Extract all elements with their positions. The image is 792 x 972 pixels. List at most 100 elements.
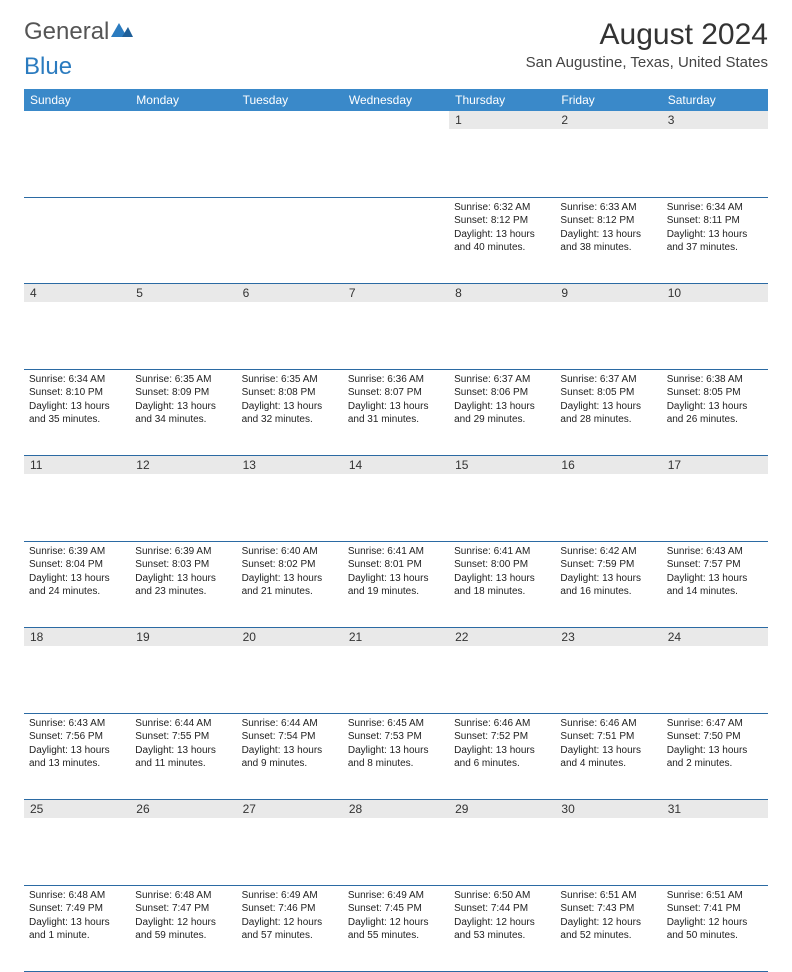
sunrise-line: Sunrise: 6:36 AM bbox=[348, 373, 444, 387]
daylight-line: Daylight: 13 hours and 31 minutes. bbox=[348, 400, 444, 427]
daylight-line: Daylight: 13 hours and 35 minutes. bbox=[29, 400, 125, 427]
day-cell: Sunrise: 6:35 AMSunset: 8:09 PMDaylight:… bbox=[130, 369, 236, 455]
day-cell bbox=[24, 197, 130, 283]
day-number-cell: 13 bbox=[237, 455, 343, 541]
sunrise-line: Sunrise: 6:41 AM bbox=[454, 545, 550, 559]
day-number-cell: 18 bbox=[24, 627, 130, 713]
sunrise-line: Sunrise: 6:43 AM bbox=[667, 545, 763, 559]
sunset-line: Sunset: 7:54 PM bbox=[242, 730, 338, 744]
sunset-line: Sunset: 8:06 PM bbox=[454, 386, 550, 400]
daylight-line: Daylight: 13 hours and 8 minutes. bbox=[348, 744, 444, 771]
day-number-cell: 27 bbox=[237, 799, 343, 885]
day-number-cell: 11 bbox=[24, 455, 130, 541]
day-cell: Sunrise: 6:41 AMSunset: 8:00 PMDaylight:… bbox=[449, 541, 555, 627]
daylight-line: Daylight: 12 hours and 59 minutes. bbox=[135, 916, 231, 943]
daylight-line: Daylight: 13 hours and 28 minutes. bbox=[560, 400, 656, 427]
sunrise-line: Sunrise: 6:46 AM bbox=[560, 717, 656, 731]
sunset-line: Sunset: 8:07 PM bbox=[348, 386, 444, 400]
sunrise-line: Sunrise: 6:49 AM bbox=[348, 889, 444, 903]
day-cell: Sunrise: 6:48 AMSunset: 7:49 PMDaylight:… bbox=[24, 885, 130, 971]
day-cell: Sunrise: 6:33 AMSunset: 8:12 PMDaylight:… bbox=[555, 197, 661, 283]
day-cell: Sunrise: 6:39 AMSunset: 8:03 PMDaylight:… bbox=[130, 541, 236, 627]
sunrise-line: Sunrise: 6:44 AM bbox=[135, 717, 231, 731]
sunrise-line: Sunrise: 6:38 AM bbox=[667, 373, 763, 387]
weekday-header: Sunday bbox=[24, 89, 130, 111]
day-number-cell: 31 bbox=[662, 799, 768, 885]
week-row: Sunrise: 6:34 AMSunset: 8:10 PMDaylight:… bbox=[24, 369, 768, 455]
daylight-line: Daylight: 13 hours and 9 minutes. bbox=[242, 744, 338, 771]
month-title: August 2024 bbox=[526, 18, 768, 52]
day-number-cell: 30 bbox=[555, 799, 661, 885]
sunrise-line: Sunrise: 6:45 AM bbox=[348, 717, 444, 731]
week-row: Sunrise: 6:39 AMSunset: 8:04 PMDaylight:… bbox=[24, 541, 768, 627]
logo: General bbox=[24, 18, 134, 46]
sunrise-line: Sunrise: 6:48 AM bbox=[135, 889, 231, 903]
sunset-line: Sunset: 7:57 PM bbox=[667, 558, 763, 572]
daylight-line: Daylight: 13 hours and 38 minutes. bbox=[560, 228, 656, 255]
sunrise-line: Sunrise: 6:46 AM bbox=[454, 717, 550, 731]
daylight-line: Daylight: 13 hours and 2 minutes. bbox=[667, 744, 763, 771]
daylight-line: Daylight: 13 hours and 11 minutes. bbox=[135, 744, 231, 771]
day-number-cell: 26 bbox=[130, 799, 236, 885]
day-number-cell: 15 bbox=[449, 455, 555, 541]
day-number-cell: 20 bbox=[237, 627, 343, 713]
sunrise-line: Sunrise: 6:35 AM bbox=[242, 373, 338, 387]
day-cell: Sunrise: 6:36 AMSunset: 8:07 PMDaylight:… bbox=[343, 369, 449, 455]
sunrise-line: Sunrise: 6:35 AM bbox=[135, 373, 231, 387]
daynum-row: 11121314151617 bbox=[24, 455, 768, 541]
day-cell: Sunrise: 6:43 AMSunset: 7:57 PMDaylight:… bbox=[662, 541, 768, 627]
day-number-cell: 8 bbox=[449, 283, 555, 369]
daylight-line: Daylight: 13 hours and 29 minutes. bbox=[454, 400, 550, 427]
day-number-cell: 12 bbox=[130, 455, 236, 541]
sunrise-line: Sunrise: 6:37 AM bbox=[560, 373, 656, 387]
weekday-header: Monday bbox=[130, 89, 236, 111]
sunset-line: Sunset: 7:53 PM bbox=[348, 730, 444, 744]
daylight-line: Daylight: 12 hours and 52 minutes. bbox=[560, 916, 656, 943]
day-number-cell bbox=[237, 111, 343, 197]
sunrise-line: Sunrise: 6:32 AM bbox=[454, 201, 550, 215]
day-cell: Sunrise: 6:34 AMSunset: 8:11 PMDaylight:… bbox=[662, 197, 768, 283]
weekday-header: Saturday bbox=[662, 89, 768, 111]
day-number-cell: 7 bbox=[343, 283, 449, 369]
sunset-line: Sunset: 7:41 PM bbox=[667, 902, 763, 916]
sunset-line: Sunset: 8:01 PM bbox=[348, 558, 444, 572]
sunrise-line: Sunrise: 6:41 AM bbox=[348, 545, 444, 559]
day-number-cell bbox=[24, 111, 130, 197]
daylight-line: Daylight: 13 hours and 16 minutes. bbox=[560, 572, 656, 599]
sunrise-line: Sunrise: 6:37 AM bbox=[454, 373, 550, 387]
weekday-header: Thursday bbox=[449, 89, 555, 111]
calendar-table: SundayMondayTuesdayWednesdayThursdayFrid… bbox=[24, 89, 768, 972]
daylight-line: Daylight: 13 hours and 24 minutes. bbox=[29, 572, 125, 599]
day-number-cell: 19 bbox=[130, 627, 236, 713]
day-number-cell: 28 bbox=[343, 799, 449, 885]
day-cell: Sunrise: 6:44 AMSunset: 7:55 PMDaylight:… bbox=[130, 713, 236, 799]
sunrise-line: Sunrise: 6:47 AM bbox=[667, 717, 763, 731]
sunset-line: Sunset: 7:51 PM bbox=[560, 730, 656, 744]
sunset-line: Sunset: 8:09 PM bbox=[135, 386, 231, 400]
day-cell: Sunrise: 6:35 AMSunset: 8:08 PMDaylight:… bbox=[237, 369, 343, 455]
day-number-cell: 23 bbox=[555, 627, 661, 713]
sunrise-line: Sunrise: 6:48 AM bbox=[29, 889, 125, 903]
day-number-cell: 9 bbox=[555, 283, 661, 369]
day-cell: Sunrise: 6:37 AMSunset: 8:05 PMDaylight:… bbox=[555, 369, 661, 455]
day-number-cell: 16 bbox=[555, 455, 661, 541]
day-number-cell: 4 bbox=[24, 283, 130, 369]
daynum-row: 123 bbox=[24, 111, 768, 197]
weekday-header: Tuesday bbox=[237, 89, 343, 111]
daylight-line: Daylight: 13 hours and 40 minutes. bbox=[454, 228, 550, 255]
sunset-line: Sunset: 7:55 PM bbox=[135, 730, 231, 744]
day-number-cell bbox=[130, 111, 236, 197]
daylight-line: Daylight: 13 hours and 26 minutes. bbox=[667, 400, 763, 427]
daylight-line: Daylight: 13 hours and 14 minutes. bbox=[667, 572, 763, 599]
day-number-cell: 5 bbox=[130, 283, 236, 369]
sunset-line: Sunset: 8:12 PM bbox=[560, 214, 656, 228]
weekday-header: Friday bbox=[555, 89, 661, 111]
sunrise-line: Sunrise: 6:49 AM bbox=[242, 889, 338, 903]
day-number-cell: 22 bbox=[449, 627, 555, 713]
sunset-line: Sunset: 7:59 PM bbox=[560, 558, 656, 572]
day-cell bbox=[343, 197, 449, 283]
daylight-line: Daylight: 13 hours and 4 minutes. bbox=[560, 744, 656, 771]
daylight-line: Daylight: 12 hours and 53 minutes. bbox=[454, 916, 550, 943]
sunset-line: Sunset: 8:11 PM bbox=[667, 214, 763, 228]
sunset-line: Sunset: 8:08 PM bbox=[242, 386, 338, 400]
